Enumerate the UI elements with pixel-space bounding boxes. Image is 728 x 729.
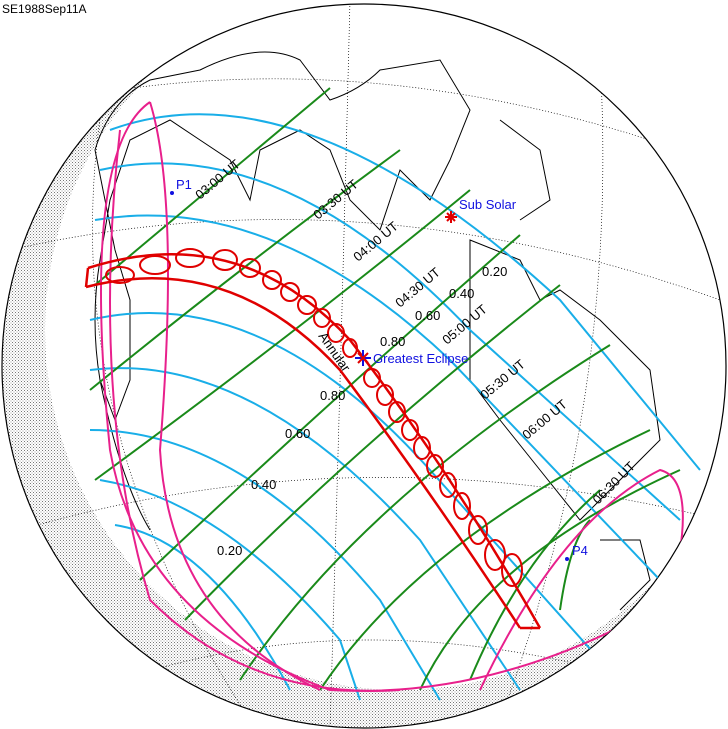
greatest-eclipse-marker: Greatest Eclipse: [355, 350, 468, 366]
sub-solar-label: Sub Solar: [459, 197, 517, 212]
p1-marker: P1: [170, 177, 192, 195]
magnitude-label: 0.80: [320, 388, 345, 403]
magnitude-label: 0.40: [251, 477, 276, 492]
magnitude-label: 0.20: [482, 264, 507, 279]
central-path: [84, 248, 542, 630]
p1-label: P1: [176, 177, 192, 192]
magnitude-label: 0.80: [380, 334, 405, 349]
eclipse-limits: [100, 101, 684, 692]
sub-solar-icon: [445, 211, 457, 223]
greatest-eclipse-icon: [355, 350, 371, 366]
p4-marker: P4: [565, 543, 588, 561]
globe-outline: [1, 3, 727, 729]
magnitude-label: 0.40: [449, 286, 474, 301]
magnitude-label: 0.60: [285, 426, 310, 441]
greatest-eclipse-label: Greatest Eclipse: [373, 351, 468, 366]
p4-label: P4: [572, 543, 588, 558]
magnitude-labels: 0.20 0.40 0.60 0.80 0.80 0.60 0.40 0.20: [217, 264, 507, 558]
map-title: SE1988Sep11A: [2, 2, 87, 16]
time-contours: [89, 87, 681, 691]
magnitude-label: 0.20: [217, 543, 242, 558]
magnitude-contours: [89, 113, 701, 701]
magnitude-label: 0.60: [415, 308, 440, 323]
sub-solar-marker: Sub Solar: [445, 197, 517, 223]
